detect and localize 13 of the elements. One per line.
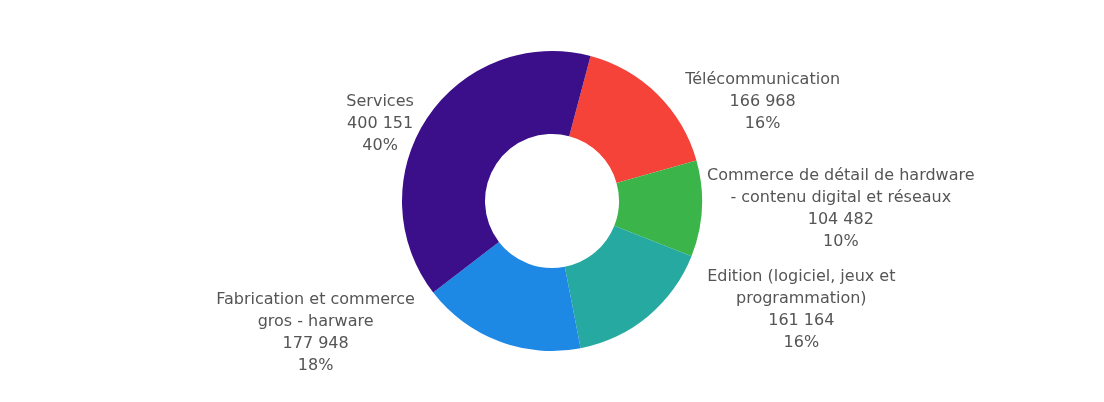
data-label: 161 164 16% bbox=[768, 309, 835, 351]
slice-label: Edition (logiciel, jeux et programmation) bbox=[707, 265, 896, 307]
data-label: 400 151 40% bbox=[347, 113, 414, 155]
slice-label: Commerce de détail de hardware - contenu digital et réseaux bbox=[707, 165, 975, 207]
data-label: 104 482 10% bbox=[807, 209, 874, 251]
donut-slice bbox=[564, 225, 692, 349]
slice-label: Télécommunication bbox=[684, 69, 841, 89]
slice-label: Services bbox=[346, 91, 414, 111]
slice-label: Fabrication et commerce gros - harware bbox=[216, 288, 415, 330]
donut-slice bbox=[614, 160, 702, 257]
data-label: 177 948 18% bbox=[282, 332, 349, 374]
donut-slice bbox=[433, 241, 581, 351]
data-label: 166 968 16% bbox=[729, 91, 796, 133]
